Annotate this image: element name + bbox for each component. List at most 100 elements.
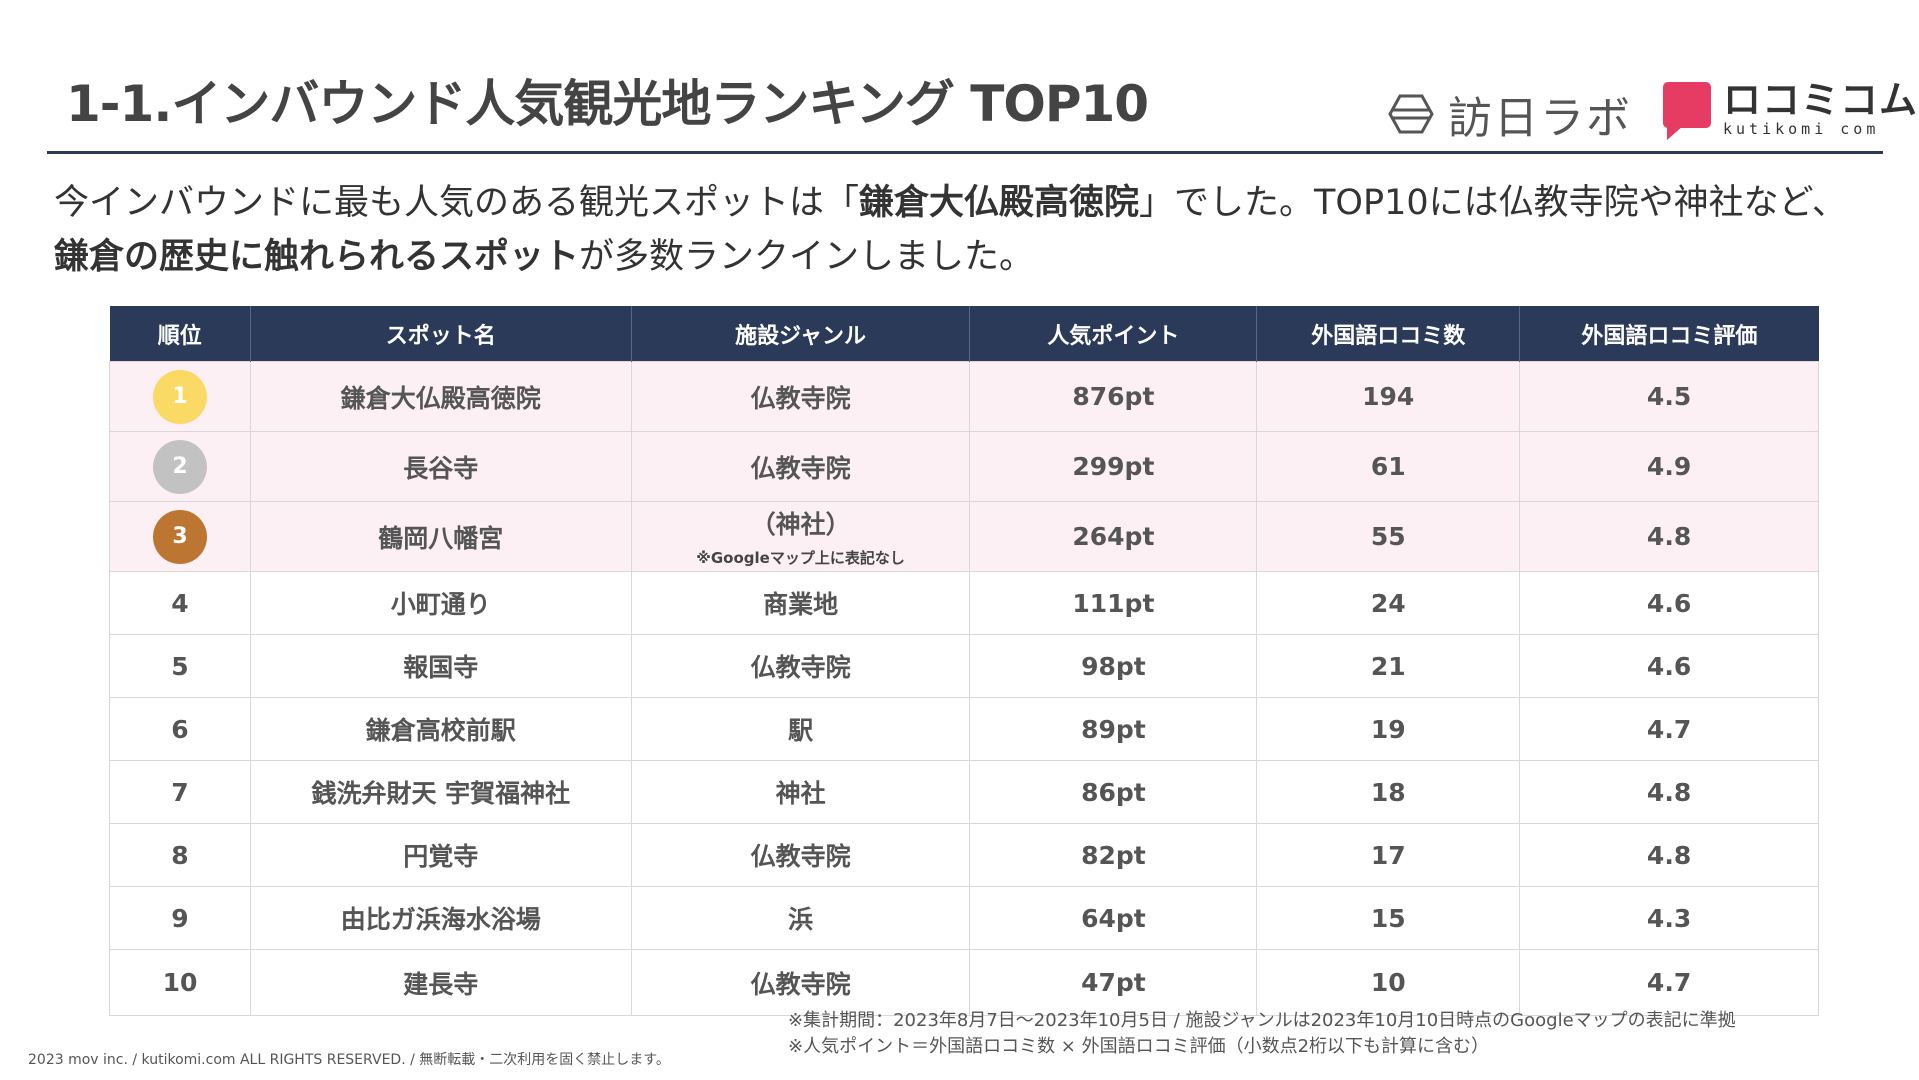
spot-name-cell: 円覚寺 [249, 823, 632, 887]
points-cell: 86pt [969, 760, 1258, 824]
genre-cell: 仏教寺院 [630, 823, 971, 887]
table-row: 1 鎌倉大仏殿高徳院 仏教寺院 876pt 194 4.5 [109, 361, 1819, 432]
speech-bubble-icon [1663, 82, 1711, 140]
points-cell: 64pt [969, 886, 1258, 950]
rating-cell: 4.6 [1519, 634, 1819, 698]
logo1-text: 訪日ラボ [1448, 93, 1632, 144]
footnote-formula: ※人気ポイント＝外国語ロコミ数 × 外国語ロコミ評価（小数点2桁以下も計算に含む… [788, 1036, 1490, 1057]
rank-cell: 5 [109, 634, 251, 698]
rank-cell: 8 [109, 823, 251, 887]
review-count-cell: 15 [1256, 886, 1521, 950]
intro-part3: が多数ランクインしました。 [579, 237, 1035, 277]
points-cell: 47pt [969, 949, 1258, 1016]
rank-medal-icon: 2 [152, 439, 207, 494]
table-row: 5 報国寺 仏教寺院 98pt 21 4.6 [109, 634, 1819, 698]
rank-cell: 2 [109, 431, 251, 502]
genre-cell: 仏教寺院 [630, 361, 971, 432]
rank-cell: 4 [109, 571, 251, 635]
points-cell: 111pt [969, 571, 1258, 635]
genre-label: （神社） [750, 510, 851, 539]
genre-cell: 仏教寺院 [630, 431, 971, 502]
footnote-period: ※集計期間：2023年8月7日～2023年10月5日 / 施設ジャンルは2023… [788, 1010, 1736, 1031]
logo2-subtext: kutikomi com [1723, 120, 1880, 138]
spot-name-cell: 銭洗弁財天 宇賀福神社 [249, 760, 632, 824]
table-row: 9 由比ガ浜海水浴場浜 64pt 15 4.3 [109, 886, 1819, 950]
rating-cell: 4.9 [1519, 431, 1819, 502]
spot-name-cell: 鎌倉高校前駅 [249, 697, 632, 761]
table-row: 10 建長寺 仏教寺院 47pt 10 4.7 [109, 949, 1819, 1016]
rank-cell: 3 [109, 501, 251, 572]
review-count-cell: 19 [1256, 697, 1521, 761]
rating-cell: 4.7 [1519, 697, 1819, 761]
ranking-table: 順位 スポット名 施設ジャンル 人気ポイント 外国語ロコミ数 外国語ロコミ評価 … [109, 306, 1819, 1016]
rank-cell: 7 [109, 760, 251, 824]
points-cell: 89pt [969, 697, 1258, 761]
rank-medal-icon: 3 [152, 509, 207, 564]
table-row: 2 長谷寺 仏教寺院 299pt 61 4.9 [109, 431, 1819, 502]
genre-note: ※Googleマップ上に表記なし [696, 549, 905, 567]
review-count-cell: 194 [1256, 361, 1521, 432]
rank-cell: 1 [109, 361, 251, 432]
header-genre: 施設ジャンル [631, 306, 971, 362]
genre-cell: 商業地 [630, 571, 971, 635]
rating-cell: 4.7 [1519, 949, 1819, 1016]
intro-part1: 今インバウンドに最も人気のある観光スポットは「 [54, 183, 860, 223]
points-cell: 299pt [969, 431, 1258, 502]
rank-cell: 10 [109, 949, 251, 1016]
points-cell: 264pt [969, 501, 1258, 572]
review-count-cell: 18 [1256, 760, 1521, 824]
kutikomi-logo: ロコミコム kutikomi com [1663, 78, 1919, 140]
table-row: 8 円覚寺 仏教寺院 82pt 17 4.8 [109, 823, 1819, 887]
houjin-lab-logo: 訪日ラボ [1388, 82, 1632, 146]
spot-name-cell: 長谷寺 [249, 431, 632, 502]
table-row: 4 小町通り 商業地 111pt 24 4.6 [109, 571, 1819, 635]
footnotes: ※集計期間：2023年8月7日～2023年10月5日 / 施設ジャンルは2023… [788, 1008, 1736, 1060]
page-title: 1-1.インバウンド人気観光地ランキング TOP10 [66, 75, 1149, 133]
logo2-text: ロコミコム [1723, 78, 1919, 122]
genre-cell: 仏教寺院 [630, 634, 971, 698]
spot-name-cell: 建長寺 [249, 949, 632, 1016]
intro-part2: 」でした。TOP10には仏教寺院や神社など、 [1139, 183, 1847, 223]
rating-cell: 4.3 [1519, 886, 1819, 950]
review-count-cell: 24 [1256, 571, 1521, 635]
rating-cell: 4.6 [1519, 571, 1819, 635]
rank-cell: 9 [109, 886, 251, 950]
rating-cell: 4.8 [1519, 760, 1819, 824]
genre-cell: （神社） ※Googleマップ上に表記なし [630, 501, 971, 572]
rating-cell: 4.8 [1519, 501, 1819, 572]
spot-name-cell: 鎌倉大仏殿高徳院 [249, 361, 632, 432]
rating-cell: 4.8 [1519, 823, 1819, 887]
spot-name-cell: 小町通り [249, 571, 632, 635]
rank-cell: 6 [109, 697, 251, 761]
header-rating: 外国語ロコミ評価 [1519, 306, 1819, 362]
genre-cell: 仏教寺院 [630, 949, 971, 1016]
spot-name-cell: 報国寺 [249, 634, 632, 698]
header-rank: 順位 [109, 306, 251, 362]
points-cell: 82pt [969, 823, 1258, 887]
review-count-cell: 10 [1256, 949, 1521, 1016]
rank-medal-icon: 1 [152, 369, 207, 424]
copyright: 2023 mov inc. / kutikomi.com ALL RIGHTS … [28, 1052, 670, 1068]
table-header-row: 順位 スポット名 施設ジャンル 人気ポイント 外国語ロコミ数 外国語ロコミ評価 [109, 306, 1819, 362]
header-points: 人気ポイント [969, 306, 1258, 362]
rating-cell: 4.5 [1519, 361, 1819, 432]
table-row: 7 銭洗弁財天 宇賀福神社 神社 86pt 18 4.8 [109, 760, 1819, 824]
table-row: 3 鶴岡八幡宮 （神社） ※Googleマップ上に表記なし 264pt 55 4.8 [109, 501, 1819, 572]
table-row: 6 鎌倉高校前駅駅 89pt 19 4.7 [109, 697, 1819, 761]
review-count-cell: 17 [1256, 823, 1521, 887]
hexagon-logo-icon [1388, 94, 1434, 134]
review-count-cell: 21 [1256, 634, 1521, 698]
genre-cell: 浜 [630, 886, 971, 950]
points-cell: 876pt [969, 361, 1258, 432]
spot-name-cell: 鶴岡八幡宮 [249, 501, 632, 572]
header-spot: スポット名 [250, 306, 632, 362]
spot-name-cell: 由比ガ浜海水浴場 [249, 886, 632, 950]
intro-text: 今インバウンドに最も人気のある観光スポットは「鎌倉大仏殿高徳院」でした。TOP1… [54, 176, 1854, 284]
review-count-cell: 61 [1256, 431, 1521, 502]
points-cell: 98pt [969, 634, 1258, 698]
header-reviews: 外国語ロコミ数 [1256, 306, 1521, 362]
genre-cell: 神社 [630, 760, 971, 824]
review-count-cell: 55 [1256, 501, 1521, 572]
intro-highlight1: 鎌倉大仏殿高徳院 [859, 183, 1140, 223]
genre-cell: 駅 [630, 697, 971, 761]
